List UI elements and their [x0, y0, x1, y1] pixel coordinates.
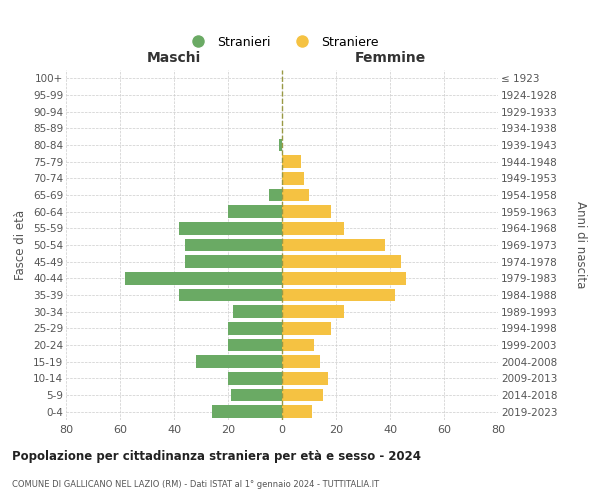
Bar [282, 206, 331, 218]
Bar [179, 222, 282, 234]
Bar [230, 389, 282, 401]
Bar [228, 206, 282, 218]
Text: COMUNE DI GALLICANO NEL LAZIO (RM) - Dati ISTAT al 1° gennaio 2024 - TUTTITALIA.: COMUNE DI GALLICANO NEL LAZIO (RM) - Dat… [12, 480, 379, 489]
Text: Maschi: Maschi [147, 51, 201, 65]
Bar [228, 322, 282, 334]
Bar [282, 322, 331, 334]
Bar [228, 372, 282, 384]
Bar [282, 306, 344, 318]
Bar [282, 389, 323, 401]
Legend: Stranieri, Straniere: Stranieri, Straniere [181, 31, 383, 54]
Bar [228, 339, 282, 351]
Bar [282, 239, 385, 251]
Text: Femmine: Femmine [355, 51, 425, 65]
Bar [282, 289, 395, 301]
Bar [185, 256, 282, 268]
Bar [282, 406, 312, 418]
Bar [282, 222, 344, 234]
Bar [125, 272, 282, 284]
Bar [179, 289, 282, 301]
Bar [282, 256, 401, 268]
Bar [196, 356, 282, 368]
Bar [212, 406, 282, 418]
Y-axis label: Anni di nascita: Anni di nascita [574, 202, 587, 288]
Text: Popolazione per cittadinanza straniera per età e sesso - 2024: Popolazione per cittadinanza straniera p… [12, 450, 421, 463]
Bar [269, 188, 282, 201]
Bar [282, 172, 304, 184]
Y-axis label: Fasce di età: Fasce di età [14, 210, 28, 280]
Bar [282, 356, 320, 368]
Bar [280, 138, 282, 151]
Bar [233, 306, 282, 318]
Bar [185, 239, 282, 251]
Bar [282, 339, 314, 351]
Bar [282, 272, 406, 284]
Bar [282, 372, 328, 384]
Bar [282, 188, 309, 201]
Bar [282, 156, 301, 168]
